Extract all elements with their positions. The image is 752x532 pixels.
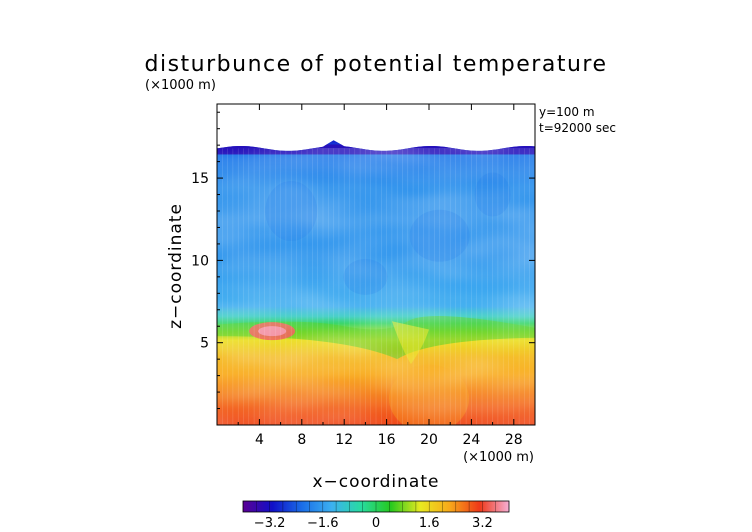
swirl-texture [217,148,535,425]
x-axis-unit: (×1000 m) [463,450,534,465]
x-tick-label: 12 [335,432,353,448]
x-axis-label: x−coordinate [313,472,440,492]
y-axis-unit: (×1000 m) [145,78,216,93]
colorbar: −3.2 −1.6 0 1.6 3.2 [242,500,510,531]
y-tick-label: 5 [200,336,209,352]
eddy [265,181,318,241]
colorbar-tick-label: 3.2 [472,516,493,531]
x-tick-label: 20 [420,432,438,448]
x-tick-label: 24 [462,432,480,448]
y-axis: 5 10 15 [191,111,535,410]
colorbar-tick-label: 1.6 [419,516,440,531]
y-tick-label: 15 [191,171,209,187]
plot-area [216,103,536,426]
plot-frame [216,103,536,426]
x-tick-label: 16 [378,432,396,448]
field-structures [217,144,535,425]
x-tick-label: 8 [297,432,306,448]
y-axis-label: z−coordinate [166,203,186,329]
eddy [474,172,511,217]
eddy [343,258,388,295]
x-axis: 4 8 12 16 20 24 28 [237,104,523,448]
chart-title: disturbunce of potential temperature [145,52,608,77]
grid-lines [222,148,530,425]
colorbar-ticks: −3.2 −1.6 0 1.6 3.2 [254,501,496,531]
colorbar-tick-label: −3.2 [254,516,286,531]
annotation-y: y=100 m [539,105,595,119]
x-tick-label: 28 [505,432,523,448]
x-tick-label: 4 [255,432,264,448]
eddy [409,209,470,262]
y-tick-label: 10 [191,253,209,269]
colorbar-tick-label: −1.6 [307,516,339,531]
annotation-time: t=92000 sec [539,121,616,135]
colorbar-tick-label: 0 [372,516,380,531]
